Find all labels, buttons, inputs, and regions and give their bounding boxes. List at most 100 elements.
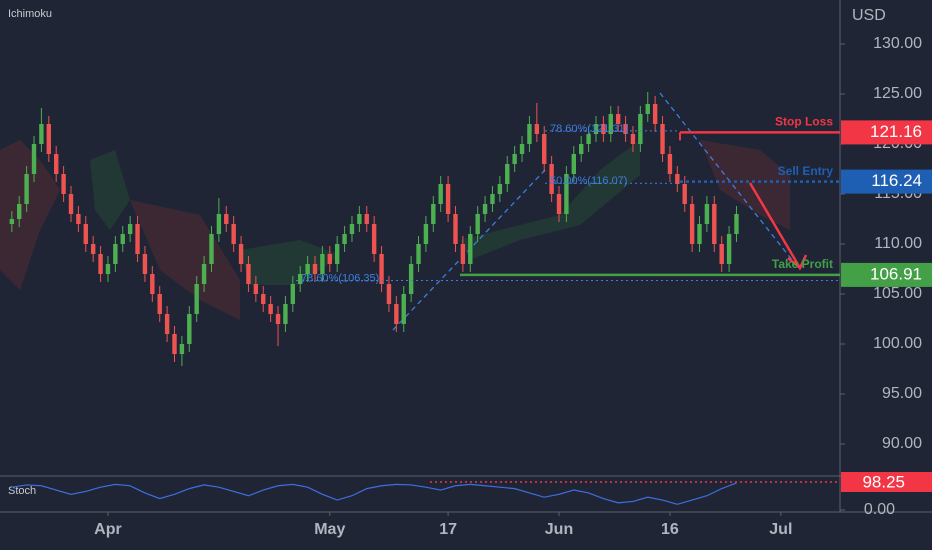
candle-body: [187, 314, 192, 344]
candle-body: [667, 154, 673, 174]
candle-body: [712, 204, 717, 244]
candle-body: [46, 124, 52, 154]
candle-body: [201, 264, 207, 284]
indicator-label: Ichimoku: [8, 8, 52, 20]
candle-body: [98, 254, 103, 274]
fib-label: 78.60%(106.35): [301, 272, 379, 284]
y-tick-label: 95.00: [882, 385, 922, 402]
candle-body: [312, 264, 318, 274]
candle-body: [76, 214, 81, 224]
level-name: Stop Loss: [775, 115, 833, 129]
candle-body: [394, 304, 399, 324]
y-tick-label: 90.00: [882, 435, 922, 452]
y-tick-label: 130.00: [873, 35, 922, 52]
currency-label: USD: [852, 7, 886, 24]
price-box-label: 106.91: [870, 264, 922, 283]
stoch-box: [841, 471, 932, 492]
candle-body: [357, 214, 362, 224]
candle-body: [246, 264, 251, 284]
candle-body: [386, 284, 392, 304]
candle-body: [527, 124, 532, 144]
candle-body: [9, 219, 15, 224]
candle-body: [231, 224, 236, 244]
candle-body: [142, 254, 148, 274]
candle-body: [697, 224, 702, 244]
candle-body: [17, 204, 22, 219]
candle-body: [371, 224, 377, 254]
candle-body: [298, 274, 303, 284]
candle-body: [408, 264, 414, 294]
arrow: [748, 182, 802, 269]
x-tick-label: May: [314, 521, 345, 538]
candle-body: [512, 154, 517, 164]
candle-body: [505, 164, 510, 184]
candle-body: [615, 114, 621, 124]
candle-body: [157, 294, 162, 314]
candle-body: [542, 134, 547, 164]
candle-body: [564, 174, 569, 214]
candle-body: [556, 194, 562, 214]
candle-body: [675, 174, 680, 184]
candle-body: [305, 264, 310, 274]
candle-body: [423, 224, 429, 244]
candle-body: [283, 304, 288, 324]
candle-body: [726, 234, 732, 264]
x-tick-label: Apr: [94, 521, 122, 538]
candle-body: [290, 284, 296, 304]
candle-body: [379, 254, 384, 284]
candle-body: [349, 224, 355, 234]
candle-body: [113, 244, 118, 264]
candle-body: [453, 214, 458, 244]
candle-body: [682, 184, 687, 204]
candle-body: [475, 214, 480, 234]
candle-body: [719, 244, 724, 264]
candle-body: [194, 284, 199, 314]
candle-body: [150, 274, 155, 294]
candle-body: [275, 314, 281, 324]
y-tick-label: 110.00: [874, 235, 922, 252]
stoch-line: [11, 482, 737, 505]
candle-body: [497, 184, 503, 194]
candle-body: [438, 184, 443, 204]
price-box: [841, 120, 932, 145]
y-tick-label: 105.00: [873, 285, 922, 302]
candle-body: [601, 124, 606, 134]
candle-body: [179, 344, 185, 354]
candle-body: [460, 244, 466, 264]
candle-body: [327, 254, 332, 264]
candle-body: [105, 264, 111, 274]
candle-body: [482, 204, 488, 214]
candle-body: [364, 214, 369, 224]
y-tick-label: 125.00: [873, 85, 922, 102]
candle-body: [172, 334, 177, 354]
candle-body: [39, 124, 44, 144]
candle-body: [608, 114, 613, 134]
candle-body: [571, 154, 577, 174]
candle-body: [61, 174, 66, 194]
candle-body: [468, 234, 473, 264]
price-box: [841, 169, 932, 194]
candle-body: [320, 254, 325, 274]
candle-body: [431, 204, 436, 224]
candle-body: [519, 144, 525, 154]
candle-body: [253, 284, 259, 294]
stoch-tick-label: 0.00: [864, 501, 895, 518]
candle-body: [127, 224, 133, 234]
candle-body: [120, 234, 125, 244]
candle-body: [445, 184, 451, 214]
candle-body: [216, 214, 222, 234]
candle-body: [578, 144, 584, 154]
candle-body: [623, 124, 628, 134]
x-tick-label: Jul: [769, 521, 792, 538]
candle-body: [638, 114, 643, 144]
candle-body: [261, 294, 266, 304]
candle-body: [689, 204, 695, 244]
price-box: [841, 262, 932, 287]
candle-body: [31, 144, 37, 174]
fib-label: 50.00%(116.07): [550, 175, 627, 187]
candle-body: [652, 104, 658, 124]
level-name: Take Profit: [772, 257, 833, 271]
y-tick-label: 100.00: [873, 335, 922, 352]
x-tick-label: Jun: [545, 521, 573, 538]
